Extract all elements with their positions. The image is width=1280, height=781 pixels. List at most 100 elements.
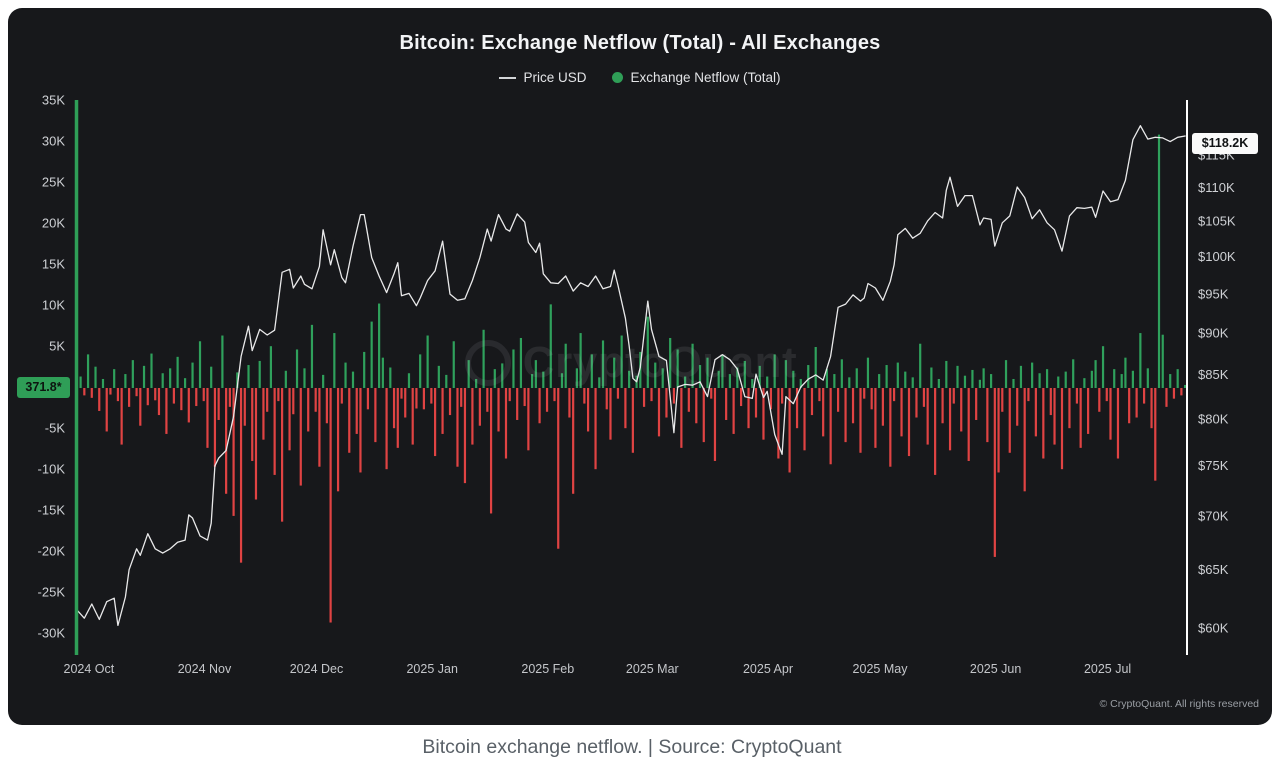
netflow-bar[interactable] bbox=[881, 388, 884, 426]
netflow-bar[interactable] bbox=[471, 388, 474, 445]
netflow-bar[interactable] bbox=[1101, 346, 1105, 388]
netflow-bar[interactable] bbox=[1090, 370, 1093, 388]
netflow-bar[interactable] bbox=[187, 388, 190, 423]
netflow-bar[interactable] bbox=[568, 388, 571, 418]
netflow-bar[interactable] bbox=[1053, 388, 1056, 445]
netflow-bar[interactable] bbox=[419, 354, 422, 388]
netflow-bar[interactable] bbox=[803, 388, 806, 451]
netflow-bar[interactable] bbox=[165, 388, 168, 434]
netflow-bar[interactable] bbox=[1019, 365, 1023, 388]
netflow-bar[interactable] bbox=[266, 388, 269, 412]
netflow-bar[interactable] bbox=[448, 388, 452, 416]
netflow-bar[interactable] bbox=[146, 388, 149, 406]
legend-item-exchange-netflow[interactable]: Exchange Netflow (Total) bbox=[612, 70, 781, 85]
netflow-bar[interactable] bbox=[613, 357, 616, 388]
netflow-bar[interactable] bbox=[516, 388, 519, 420]
netflow-bar[interactable] bbox=[340, 388, 343, 404]
netflow-bar[interactable] bbox=[519, 337, 523, 388]
netflow-bar[interactable] bbox=[758, 365, 761, 388]
netflow-bar[interactable] bbox=[751, 378, 754, 388]
netflow-bar[interactable] bbox=[1034, 388, 1037, 437]
netflow-bar[interactable] bbox=[381, 357, 384, 388]
netflow-bar[interactable] bbox=[295, 349, 299, 388]
netflow-bar[interactable] bbox=[366, 388, 370, 410]
netflow-bar[interactable] bbox=[90, 388, 93, 398]
netflow-bar[interactable] bbox=[654, 362, 657, 388]
netflow-bar[interactable] bbox=[586, 388, 590, 432]
netflow-bar[interactable] bbox=[374, 388, 377, 443]
netflow-bar[interactable] bbox=[784, 360, 787, 388]
netflow-bar[interactable] bbox=[1012, 378, 1015, 388]
netflow-bar[interactable] bbox=[247, 365, 250, 388]
netflow-bar[interactable] bbox=[672, 388, 676, 404]
netflow-bar[interactable] bbox=[557, 388, 560, 549]
netflow-bar[interactable] bbox=[467, 360, 470, 388]
netflow-bar[interactable] bbox=[314, 388, 317, 412]
netflow-bar[interactable] bbox=[489, 388, 493, 514]
netflow-bar[interactable] bbox=[646, 316, 649, 388]
netflow-bar[interactable] bbox=[400, 388, 403, 399]
netflow-bar[interactable] bbox=[228, 388, 231, 407]
netflow-bar[interactable] bbox=[128, 388, 131, 407]
netflow-bar[interactable] bbox=[478, 388, 481, 426]
netflow-bar[interactable] bbox=[239, 388, 243, 563]
netflow-bar[interactable] bbox=[1139, 333, 1142, 388]
netflow-bar[interactable] bbox=[620, 335, 623, 388]
netflow-bar[interactable] bbox=[930, 367, 933, 389]
netflow-bar[interactable] bbox=[583, 388, 586, 404]
netflow-bar[interactable] bbox=[531, 374, 534, 388]
netflow-bar[interactable] bbox=[874, 388, 877, 448]
netflow-bar[interactable] bbox=[392, 388, 396, 429]
netflow-bar[interactable] bbox=[788, 388, 791, 473]
netflow-bar[interactable] bbox=[504, 388, 508, 459]
netflow-bar[interactable] bbox=[142, 365, 146, 388]
netflow-bar[interactable] bbox=[124, 374, 127, 388]
netflow-bar[interactable] bbox=[728, 374, 731, 388]
netflow-bar[interactable] bbox=[616, 388, 620, 399]
netflow-bar[interactable] bbox=[892, 388, 896, 402]
netflow-bar[interactable] bbox=[351, 371, 355, 388]
netflow-bar[interactable] bbox=[1094, 360, 1097, 388]
netflow-bar[interactable] bbox=[161, 373, 164, 388]
netflow-bar[interactable] bbox=[1184, 384, 1187, 388]
netflow-bar[interactable] bbox=[807, 365, 810, 388]
netflow-bar[interactable] bbox=[150, 353, 153, 388]
netflow-bar[interactable] bbox=[456, 388, 459, 467]
netflow-bar[interactable] bbox=[1105, 388, 1108, 402]
netflow-bar[interactable] bbox=[154, 388, 157, 401]
netflow-bar[interactable] bbox=[866, 357, 870, 388]
netflow-bar[interactable] bbox=[1161, 334, 1164, 388]
netflow-bar[interactable] bbox=[691, 343, 694, 388]
netflow-bar[interactable] bbox=[837, 388, 840, 412]
netflow-bar[interactable] bbox=[639, 351, 642, 388]
netflow-bar[interactable] bbox=[396, 388, 399, 448]
netflow-bar[interactable] bbox=[1131, 370, 1134, 388]
netflow-bar[interactable] bbox=[963, 375, 967, 388]
netflow-bar[interactable] bbox=[1072, 359, 1075, 388]
netflow-bar[interactable] bbox=[232, 388, 235, 516]
netflow-bar[interactable] bbox=[1157, 134, 1161, 388]
netflow-bar[interactable] bbox=[131, 360, 134, 388]
netflow-bar[interactable] bbox=[172, 388, 175, 404]
netflow-bar[interactable] bbox=[934, 388, 937, 475]
netflow-bar[interactable] bbox=[191, 362, 194, 388]
netflow-bar[interactable] bbox=[982, 368, 985, 388]
netflow-bar[interactable] bbox=[318, 388, 321, 467]
netflow-bar[interactable] bbox=[325, 388, 328, 424]
netflow-bar[interactable] bbox=[1128, 388, 1131, 424]
netflow-bar[interactable] bbox=[743, 360, 746, 388]
netflow-bars[interactable] bbox=[75, 134, 1187, 623]
netflow-bar[interactable] bbox=[676, 349, 679, 388]
netflow-bar[interactable] bbox=[598, 377, 601, 388]
netflow-bar[interactable] bbox=[1016, 388, 1019, 426]
netflow-bar[interactable] bbox=[564, 343, 567, 388]
netflow-bar[interactable] bbox=[762, 388, 765, 440]
netflow-bar[interactable] bbox=[273, 388, 276, 475]
netflow-bar[interactable] bbox=[1176, 369, 1179, 388]
netflow-bar[interactable] bbox=[1124, 357, 1127, 388]
netflow-bar[interactable] bbox=[855, 368, 858, 388]
netflow-bar[interactable] bbox=[1087, 388, 1090, 434]
netflow-bar[interactable] bbox=[329, 388, 332, 623]
netflow-bar[interactable] bbox=[542, 371, 545, 388]
netflow-bar[interactable] bbox=[355, 388, 358, 434]
